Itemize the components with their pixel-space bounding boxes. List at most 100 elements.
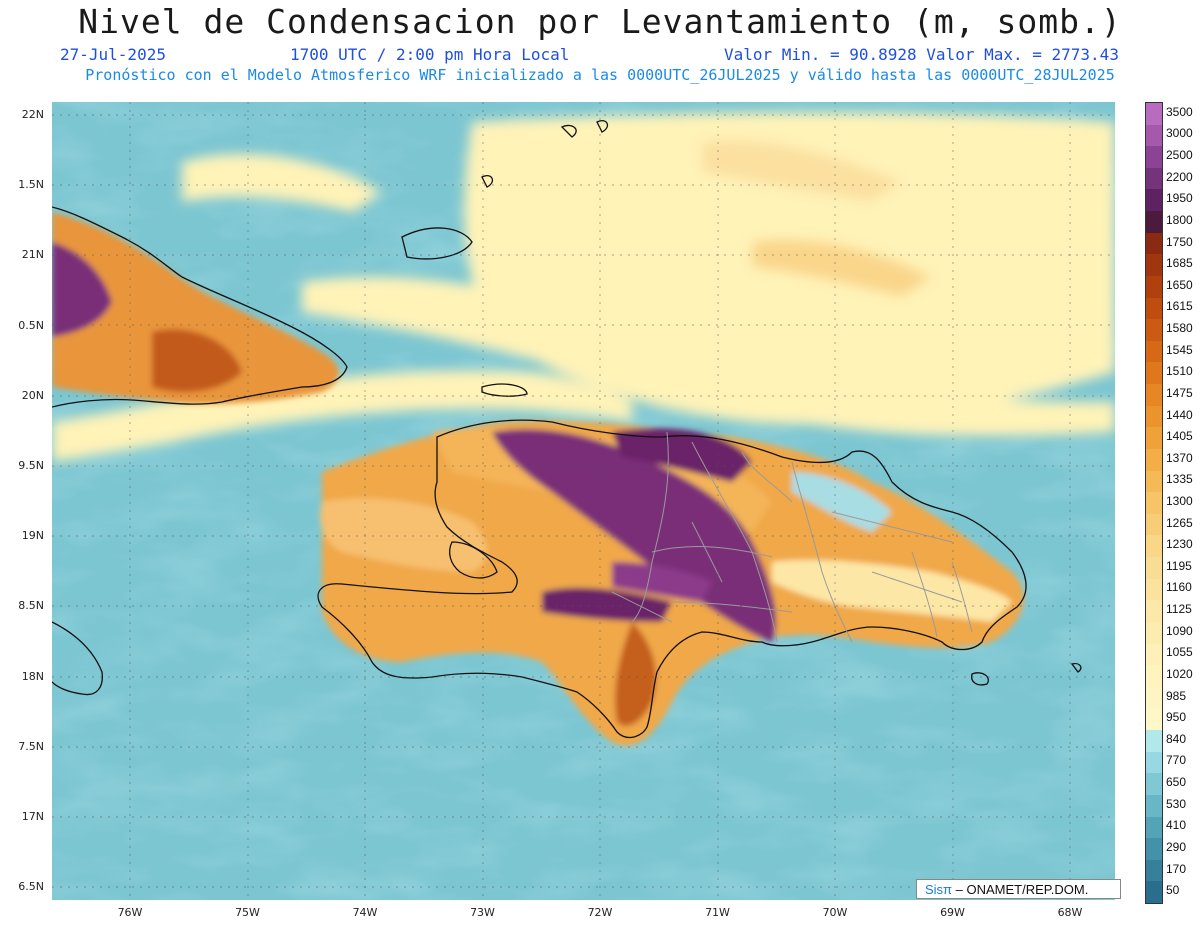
- colorbar-segment: [1146, 189, 1162, 212]
- colorbar-level-label: 1405: [1166, 429, 1193, 444]
- colorbar-level-label: 2200: [1166, 169, 1193, 184]
- credit-text: – ONAMET/REP.DOM.: [952, 882, 1089, 897]
- latitude-label: 20N: [21, 388, 44, 402]
- forecast-time: 1700 UTC / 2:00 pm Hora Local: [290, 45, 570, 64]
- colorbar-level-label: 290: [1166, 839, 1187, 854]
- colorbar-level-label: 650: [1166, 775, 1187, 790]
- colorbar-level-label: 1510: [1166, 364, 1193, 379]
- colorbar-level-label: 950: [1166, 710, 1187, 725]
- map-title: Nivel de Condensacion por Levantamiento …: [78, 2, 1122, 41]
- coastlines: [52, 120, 1082, 739]
- latitude-label: 0.5N: [18, 318, 44, 332]
- colorbar-level-label: 530: [1166, 796, 1187, 811]
- colorbar-level-label: 3000: [1166, 126, 1193, 141]
- colorbar-level-label: 1265: [1166, 515, 1193, 530]
- colorbar-segment: [1146, 124, 1162, 147]
- colorbar-level-label: 840: [1166, 731, 1187, 746]
- colorbar-level-label: 2500: [1166, 148, 1193, 163]
- longitude-label: 68W: [1057, 906, 1083, 919]
- colorbar-level-label: 1615: [1166, 299, 1193, 314]
- longitude-label: 75W: [235, 906, 260, 919]
- colorbar-level-label: 985: [1166, 688, 1187, 703]
- value-range: Valor Min. = 90.8928 Valor Max. = 2773.4…: [724, 45, 1119, 64]
- colorbar-level-label: 1800: [1166, 212, 1193, 227]
- colorbar-level-label: 170: [1166, 861, 1187, 876]
- colorbar-segment: [1146, 146, 1162, 169]
- colorbar-level-label: 1020: [1166, 666, 1193, 681]
- colorbar-segment: [1146, 232, 1162, 255]
- credit-box: Sisπ – ONAMET/REP.DOM.: [916, 879, 1121, 899]
- longitude-label: 69W: [940, 906, 965, 919]
- colorbar-segment: [1146, 492, 1162, 515]
- forecast-date: 27-Jul-2025: [60, 45, 166, 64]
- longitude-label: 73W: [470, 906, 495, 919]
- latitude-label: 8.5N: [18, 599, 44, 613]
- colorbar-segment: [1146, 751, 1162, 774]
- colorbar-segment: [1146, 643, 1162, 666]
- colorbar-segment: [1146, 838, 1162, 861]
- colorbar-segment: [1146, 427, 1162, 450]
- colorbar-level-label: 1650: [1166, 277, 1193, 292]
- colorbar-level-label: 50: [1166, 883, 1180, 898]
- colorbar-level-label: 1685: [1166, 256, 1193, 271]
- colorbar-segment: [1146, 319, 1162, 342]
- longitude-label: 76W: [117, 906, 143, 919]
- longitude-label: 72W: [587, 906, 613, 919]
- colorbar-segment: [1146, 275, 1162, 299]
- latitude-label: 6.5N: [18, 880, 44, 894]
- colorbar-segment: [1146, 470, 1162, 493]
- latitude-label: 19N: [21, 529, 44, 543]
- colorbar-level-label: 770: [1166, 753, 1187, 768]
- colorbar-segment: [1146, 254, 1162, 277]
- colorbar-level-label: 1160: [1166, 580, 1192, 595]
- latitude-label: 1.5N: [18, 178, 44, 192]
- colorbar-segment: [1146, 773, 1162, 796]
- colorbar-level-label: 1300: [1166, 494, 1193, 508]
- colorbar-segment: [1146, 362, 1162, 385]
- colorbar-level-label: 1230: [1166, 537, 1193, 552]
- colorbar-level-label: 1580: [1166, 321, 1193, 336]
- colorbar-segment: [1146, 103, 1162, 126]
- colorbar-segment: [1146, 816, 1162, 839]
- colorbar-segment: [1146, 211, 1162, 234]
- colorbar-level-label: 1750: [1166, 234, 1193, 249]
- lat-lon-grid: [52, 102, 1115, 900]
- colorbar-segment: [1146, 708, 1162, 731]
- colorbar-segment: [1146, 167, 1162, 190]
- colorbar-segment: [1146, 405, 1162, 428]
- latitude-label: 18N: [21, 669, 44, 683]
- hispaniola-shading: [320, 420, 1024, 746]
- colorbar-segment: [1146, 794, 1162, 817]
- colorbar-segment: [1146, 513, 1162, 536]
- colorbar-level-label: 1440: [1166, 407, 1193, 422]
- colorbar: [1145, 102, 1163, 904]
- colorbar-level-label: 1090: [1166, 623, 1193, 638]
- latitude-label: 7.5N: [18, 739, 44, 753]
- latitude-label: 17N: [21, 810, 44, 823]
- colorbar-segment: [1146, 557, 1162, 580]
- colorbar-segment: [1146, 384, 1162, 407]
- colorbar-level-label: 1055: [1166, 645, 1193, 660]
- colorbar-segment: [1146, 448, 1162, 472]
- colorbar-level-label: 1335: [1166, 472, 1193, 487]
- colorbar-segment: [1146, 686, 1162, 709]
- colorbar-level-label: 1950: [1166, 191, 1193, 206]
- colorbar-segment: [1146, 859, 1162, 882]
- colorbar-level-label: 3500: [1166, 104, 1193, 119]
- latitude-label: 22N: [21, 108, 44, 121]
- colorbar-segment: [1146, 578, 1162, 601]
- colorbar-level-label: 1475: [1166, 385, 1193, 400]
- longitude-label: 71W: [705, 906, 730, 919]
- colorbar-segment: [1146, 881, 1162, 904]
- cuba-shading: [52, 212, 339, 404]
- latitude-label: 21N: [21, 248, 44, 262]
- colorbar-segment: [1146, 340, 1162, 363]
- latitude-label: 9.5N: [18, 459, 44, 472]
- colorbar-segment: [1146, 665, 1162, 688]
- colorbar-level-label: 410: [1166, 818, 1187, 833]
- colorbar-segment: [1146, 600, 1162, 623]
- colorbar-segment: [1146, 730, 1162, 753]
- colorbar-segment: [1146, 297, 1162, 320]
- colorbar-level-label: 1125: [1166, 602, 1192, 617]
- colorbar-level-label: 1195: [1166, 558, 1192, 573]
